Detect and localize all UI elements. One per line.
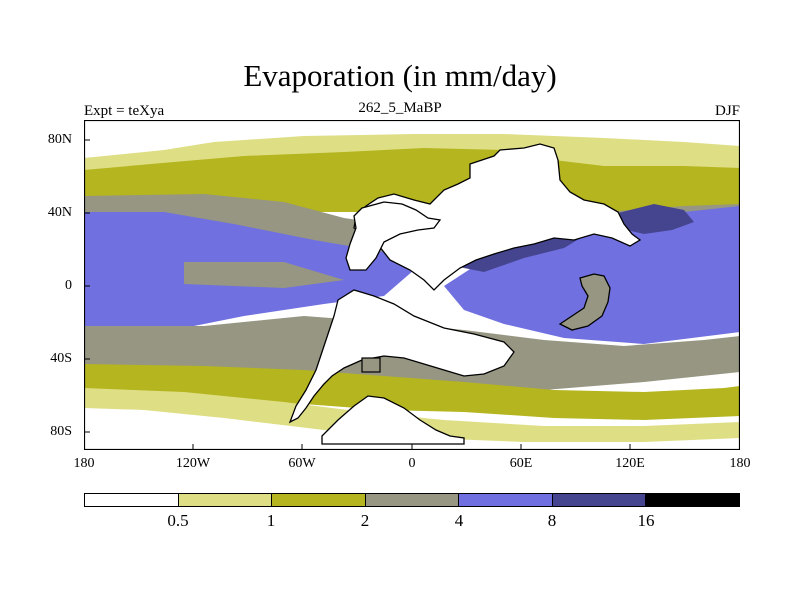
x-tick-60e: 60E	[509, 456, 533, 471]
colorbar-box-6	[552, 494, 647, 506]
x-tick-0: 0	[408, 456, 416, 471]
colorbar-box-1	[85, 494, 179, 506]
experiment-label: Expt = teXya	[84, 103, 165, 119]
colorbar-box-5	[459, 494, 553, 506]
colorbar-label-1: 1	[266, 511, 276, 530]
landmass-south	[288, 289, 515, 424]
patch-dark-west-pacific	[614, 204, 694, 234]
landmass-pangaea	[353, 143, 642, 291]
colorbar-label-4: 4	[454, 511, 464, 530]
band-south-olive	[84, 364, 740, 420]
patch-dark-tethys	[454, 232, 584, 272]
period-label: 262_5_MaBP	[358, 100, 442, 116]
x-tick-120w: 120W	[175, 456, 211, 471]
colorbar-box-7	[646, 494, 740, 506]
colorbar	[84, 493, 740, 507]
landmass-south-polar	[321, 395, 465, 445]
ocean-inlet	[558, 273, 611, 331]
map-ticks	[84, 139, 631, 450]
y-tick-40s: 40S	[50, 351, 72, 366]
colorbar-label-16: 16	[637, 511, 655, 530]
y-tick-80n: 80N	[47, 132, 72, 147]
colorbar-label-8: 8	[547, 511, 557, 530]
colorbar-label-0-5: 0.5	[167, 511, 189, 530]
plot-title: Evaporation (in mm/day)	[243, 58, 557, 93]
colorbar-box-2	[178, 494, 273, 506]
colorbar-box-3	[272, 494, 366, 506]
landmass-west	[345, 201, 442, 271]
band-south-light	[84, 388, 740, 442]
x-tick-180-west: 180	[73, 456, 95, 471]
season-label: DJF	[714, 103, 740, 119]
y-tick-40n: 40N	[47, 205, 72, 220]
colorbar-box-4	[365, 494, 460, 506]
x-tick-120e: 120E	[615, 456, 645, 471]
evaporation-map	[84, 120, 740, 450]
colorbar-label-2: 2	[360, 511, 370, 530]
x-tick-60w: 60W	[288, 456, 316, 471]
y-tick-0: 0	[65, 278, 72, 293]
x-tick-180-east: 180	[729, 456, 751, 471]
band-tropical-grey-west	[184, 262, 344, 288]
small-island	[361, 357, 381, 373]
y-tick-80s: 80S	[50, 424, 72, 439]
